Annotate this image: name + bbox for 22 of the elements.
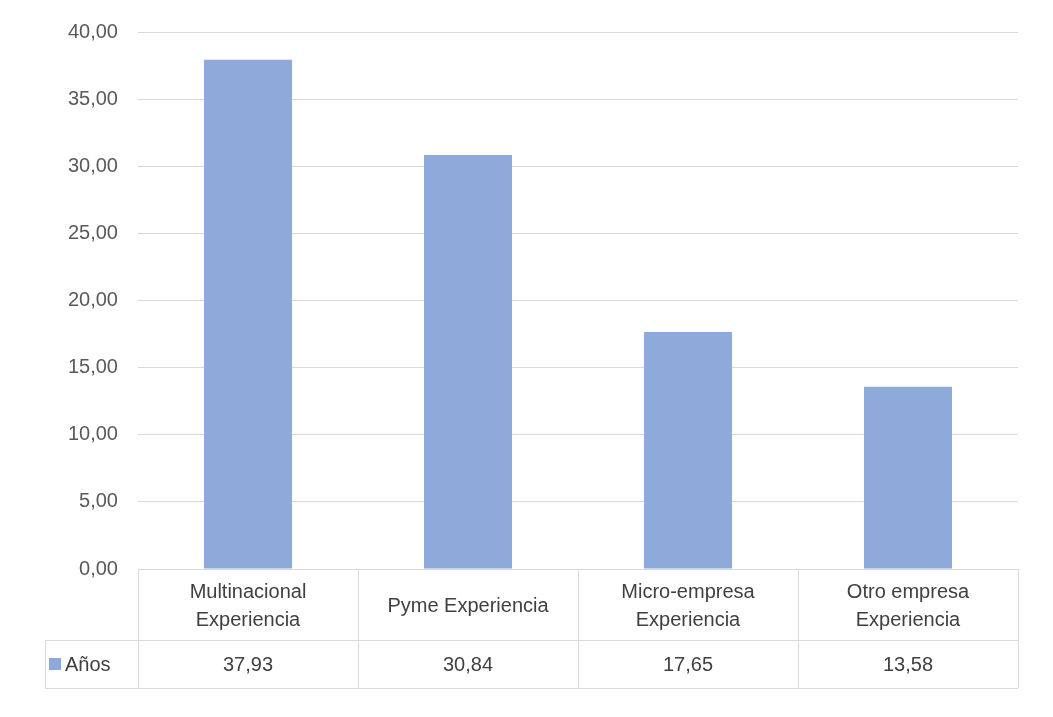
y-tick-label: 35,00: [67, 86, 118, 109]
bar: [424, 154, 512, 569]
y-tick-label: 40,00: [67, 19, 118, 42]
y-tick-label: 30,00: [67, 153, 118, 176]
y-tick-label: 5,00: [79, 489, 118, 512]
data-label: 13,58: [881, 652, 935, 677]
legend-label: Años: [65, 652, 111, 677]
y-tick-label: 20,00: [67, 288, 118, 311]
y-tick-label: 0,00: [79, 556, 118, 579]
bar: [204, 59, 292, 569]
x-tick-label: Otro empresa Experiencia: [845, 578, 971, 632]
x-tick-label: Multinacional Experiencia: [188, 578, 308, 632]
x-tick-label: Micro-empresa Experiencia: [620, 578, 756, 632]
y-tick-label: 25,00: [67, 220, 118, 243]
data-label: 17,65: [661, 652, 715, 677]
bar: [864, 386, 952, 569]
y-tick-label: 10,00: [67, 422, 118, 445]
data-label: 30,84: [441, 652, 495, 677]
bar: [644, 332, 732, 569]
data-label: 37,93: [221, 652, 275, 677]
y-tick-label: 15,00: [67, 355, 118, 378]
x-tick-label: Pyme Experiencia: [386, 592, 550, 618]
